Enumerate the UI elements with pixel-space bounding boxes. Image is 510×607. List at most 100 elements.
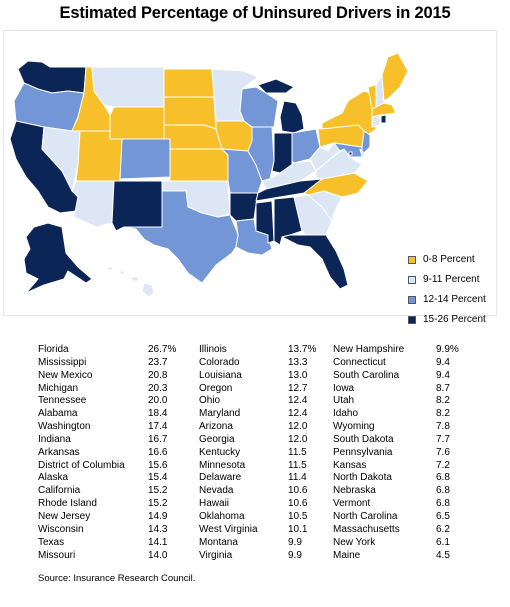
state-name: South Dakota xyxy=(333,433,394,445)
us-map xyxy=(9,52,409,298)
state-name: New York xyxy=(333,536,376,548)
legend-swatch xyxy=(408,296,416,304)
state-delaware xyxy=(359,148,365,160)
state-name: Minnesota xyxy=(199,459,246,471)
state-montana xyxy=(91,66,165,108)
state-michigan-upper xyxy=(257,78,295,94)
state-alaska xyxy=(23,222,93,294)
state-value: 20.3 xyxy=(148,382,168,394)
state-wisconsin xyxy=(239,86,279,128)
state-name: Alabama xyxy=(38,408,78,420)
state-name: Utah xyxy=(333,395,355,407)
state-name: South Carolina xyxy=(333,369,400,381)
state-value: 9.9 xyxy=(288,536,302,548)
legend-label: 9-11 Percent xyxy=(423,274,480,285)
state-mississippi xyxy=(255,200,275,244)
state-hawaii-maui xyxy=(131,276,139,282)
state-value: 6.8 xyxy=(436,472,450,484)
state-michigan-lower xyxy=(279,100,305,134)
state-value: 23.7 xyxy=(148,356,168,368)
state-value: 6.2 xyxy=(436,523,450,535)
state-nevada xyxy=(41,126,81,192)
state-value: 12.4 xyxy=(288,408,308,420)
state-name: Arkansas xyxy=(38,446,80,458)
state-value: 7.7 xyxy=(436,433,450,445)
state-value: 6.5 xyxy=(436,510,450,522)
map-panel: 0-8 Percent 9-11 Percent 12-14 Percent 1… xyxy=(3,30,497,325)
state-value: 12.0 xyxy=(288,421,308,433)
state-arizona xyxy=(71,180,115,228)
state-value: 6.1 xyxy=(436,536,450,548)
state-name: Nevada xyxy=(199,485,234,497)
state-name: Maine xyxy=(333,549,361,561)
state-name: Maryland xyxy=(199,408,241,420)
state-value: 9.9% xyxy=(436,344,459,355)
state-name: Missouri xyxy=(38,549,76,561)
state-wyoming xyxy=(109,106,165,140)
state-value: 10.1 xyxy=(288,523,308,535)
state-name: Montana xyxy=(199,536,238,548)
state-value: 14.9 xyxy=(148,510,168,522)
map-title: Estimated Percentage of Uninsured Driver… xyxy=(59,4,451,22)
state-value: 10.6 xyxy=(288,485,308,497)
state-value: 6.8 xyxy=(436,485,450,497)
state-name: Virginia xyxy=(199,549,233,561)
state-north-dakota xyxy=(163,68,215,98)
state-name: Massachusetts xyxy=(333,523,400,535)
state-name: Oklahoma xyxy=(199,510,245,522)
state-value: 13.0 xyxy=(288,369,308,381)
state-name: West Virginia xyxy=(199,523,258,535)
state-value: 16.6 xyxy=(148,446,168,458)
state-name: Connecticut xyxy=(333,356,386,368)
state-utah xyxy=(75,130,123,182)
legend-swatch xyxy=(408,256,416,264)
state-name: Hawaii xyxy=(199,498,230,510)
state-value: 12.7 xyxy=(288,382,308,394)
state-value: 7.2 xyxy=(436,459,450,471)
state-name: Louisiana xyxy=(199,369,242,381)
state-name: Michigan xyxy=(38,382,79,394)
state-value: 9.4 xyxy=(436,369,450,381)
state-value: 10.5 xyxy=(288,510,308,522)
state-name: Oregon xyxy=(199,382,233,394)
state-florida xyxy=(281,234,349,290)
state-iowa xyxy=(215,120,253,152)
state-value: 7.6 xyxy=(436,446,450,458)
state-name: Florida xyxy=(38,344,69,355)
state-value: 16.7 xyxy=(148,433,168,445)
legend-swatch xyxy=(408,316,416,324)
state-name: Ohio xyxy=(199,395,221,407)
state-rhode-island xyxy=(380,114,387,124)
legend-swatch xyxy=(408,276,416,284)
state-value: 8.2 xyxy=(436,395,450,407)
state-value: 14.0 xyxy=(148,549,168,561)
state-name: California xyxy=(38,485,81,497)
state-louisiana xyxy=(235,218,273,256)
state-name: Illinois xyxy=(199,344,227,355)
state-name: Idaho xyxy=(333,408,359,420)
state-maryland xyxy=(333,142,363,158)
state-name: Rhode Island xyxy=(38,498,97,510)
state-value: 4.5 xyxy=(436,549,450,561)
state-name: Mississippi xyxy=(38,356,87,368)
state-name: Alaska xyxy=(38,472,69,484)
state-name: Washington xyxy=(38,421,91,433)
state-value: 13.7% xyxy=(288,344,317,355)
state-new-mexico xyxy=(111,180,163,232)
state-name: New Hampshire xyxy=(333,344,405,355)
legend-label: 12-14 Percent xyxy=(423,294,486,305)
legend-label: 15-26 Percent xyxy=(423,314,486,325)
state-colorado xyxy=(119,138,171,180)
state-name: Arizona xyxy=(199,421,233,433)
state-name: Vermont xyxy=(333,498,371,510)
state-value: 10.6 xyxy=(288,498,308,510)
state-value: 18.4 xyxy=(148,408,168,420)
state-value: 6.8 xyxy=(436,498,450,510)
state-value: 12.0 xyxy=(288,433,308,445)
state-kansas xyxy=(169,148,229,182)
state-value: 20.8 xyxy=(148,369,168,381)
state-name: Kentucky xyxy=(199,446,241,458)
state-value: 17.4 xyxy=(148,421,168,433)
state-name: New Jersey xyxy=(38,510,91,522)
state-value: 15.6 xyxy=(148,459,168,471)
